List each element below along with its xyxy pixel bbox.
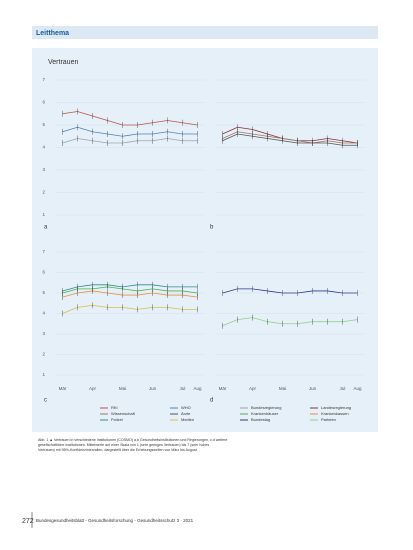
y-tick-label: 3 <box>42 167 45 172</box>
x-tick-label: Apr <box>249 386 257 391</box>
series-line <box>222 131 358 144</box>
series-line <box>62 126 198 137</box>
y-tick-label: 5 <box>42 290 45 295</box>
section-bar <box>32 26 378 39</box>
figure-title: Vertrauen <box>48 59 78 66</box>
legend-label: Landesregierung <box>321 405 351 410</box>
panel-label: b <box>210 225 214 231</box>
y-tick-label: 6 <box>42 100 45 105</box>
x-tick-label: Mär <box>219 386 227 391</box>
figure-bg <box>32 48 378 432</box>
y-tick-label: 4 <box>42 145 45 150</box>
x-tick-label: Jun <box>309 386 317 391</box>
y-tick-label: 7 <box>42 249 45 254</box>
legend-label: Bundestag <box>251 417 270 422</box>
y-tick-label: 7 <box>42 77 45 82</box>
x-tick-label: Mai <box>279 386 286 391</box>
series-line <box>222 317 358 327</box>
panel-label: d <box>210 398 213 404</box>
series-line <box>62 284 198 292</box>
y-tick-label: 1 <box>42 372 45 377</box>
x-tick-label: Jul <box>340 386 346 391</box>
series-line <box>62 290 198 298</box>
y-tick-label: 5 <box>42 122 45 127</box>
x-tick-label: Mai <box>119 386 126 391</box>
series-line <box>62 304 198 314</box>
legend-label: Bundesregierung <box>251 405 281 410</box>
y-tick-label: 1 <box>42 212 45 217</box>
legend-label: Krankenhäuser <box>251 411 279 416</box>
legend-label: WHO <box>181 405 191 410</box>
x-tick-label: Aug <box>193 386 202 391</box>
legend-label: Medien <box>181 417 194 422</box>
legend-label: Polizei <box>111 417 123 422</box>
series-line <box>222 288 358 294</box>
panel-label: a <box>44 225 48 231</box>
y-tick-label: 3 <box>42 331 45 336</box>
series-line <box>222 133 358 146</box>
caption: Abb. 1 ▲ Vertrauen in verschiedene Insti… <box>38 438 227 452</box>
y-tick-label: 2 <box>42 190 45 195</box>
page-number: 272 <box>22 518 34 525</box>
series-line <box>62 138 198 144</box>
legend-label: Wissenschaft <box>111 411 136 416</box>
legend-label: Krankenkassen <box>321 411 349 416</box>
y-tick-label: 6 <box>42 270 45 275</box>
x-tick-label: Apr <box>89 386 97 391</box>
x-tick-label: Jun <box>149 386 157 391</box>
legend-label: Ärzte <box>181 411 191 416</box>
journal-name: Bundesgesundheitsblatt - Gesundheitsfors… <box>36 518 194 523</box>
legend-label: Parteien <box>321 417 336 422</box>
section-title: Leitthema <box>36 30 69 37</box>
legend-label: RKI <box>111 405 118 410</box>
x-tick-label: Jul <box>180 386 186 391</box>
x-tick-label: Aug <box>353 386 362 391</box>
y-tick-label: 2 <box>42 352 45 357</box>
panel-label: c <box>44 398 47 404</box>
series-line <box>62 111 198 126</box>
series-line <box>62 286 198 294</box>
y-tick-label: 4 <box>42 311 45 316</box>
x-tick-label: Mär <box>59 386 67 391</box>
